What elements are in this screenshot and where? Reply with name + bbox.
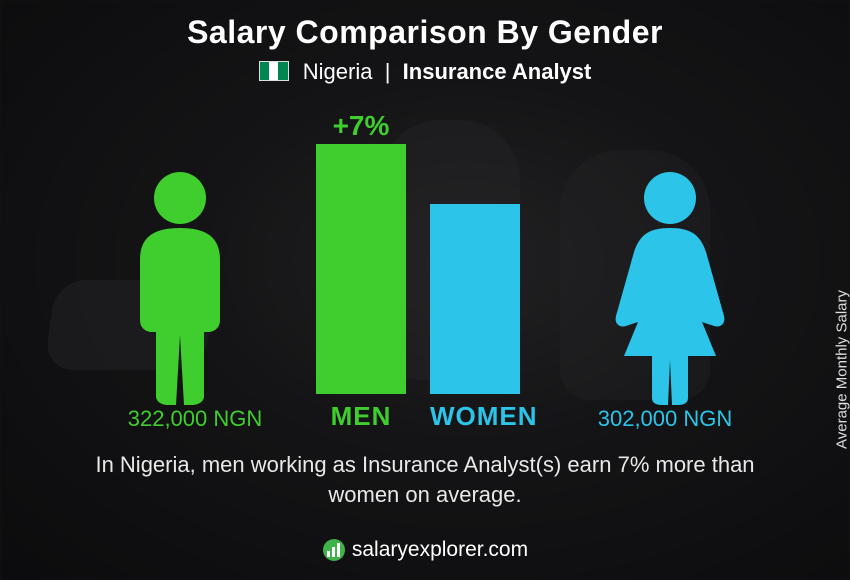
country-name: Nigeria bbox=[303, 59, 373, 84]
women-salary-value: 302,000 NGN bbox=[565, 406, 765, 432]
footer: salaryexplorer.com bbox=[0, 538, 850, 568]
separator: | bbox=[379, 59, 403, 84]
infographic-content: Salary Comparison By Gender Nigeria | In… bbox=[0, 0, 850, 580]
men-bar-label: MEN bbox=[316, 401, 406, 432]
women-bar-label: WOMEN bbox=[430, 401, 540, 432]
comparison-chart: +7% MEN WOMEN 322,000 NGN bbox=[0, 100, 850, 440]
page-title: Salary Comparison By Gender bbox=[0, 14, 850, 51]
male-person-icon bbox=[110, 170, 250, 405]
men-salary-value: 322,000 NGN bbox=[95, 406, 295, 432]
job-title: Insurance Analyst bbox=[403, 59, 592, 84]
y-axis-label: Average Monthly Salary bbox=[834, 290, 850, 449]
percent-difference-label: +7% bbox=[316, 110, 406, 142]
female-person-icon bbox=[600, 170, 740, 405]
subtitle: Nigeria | Insurance Analyst bbox=[0, 59, 850, 85]
nigeria-flag-icon bbox=[259, 61, 289, 81]
women-bar bbox=[430, 204, 520, 394]
summary-caption: In Nigeria, men working as Insurance Ana… bbox=[0, 450, 850, 509]
salaryexplorer-logo-icon bbox=[322, 538, 346, 562]
men-bar bbox=[316, 144, 406, 394]
footer-site-name: salaryexplorer.com bbox=[352, 538, 528, 562]
